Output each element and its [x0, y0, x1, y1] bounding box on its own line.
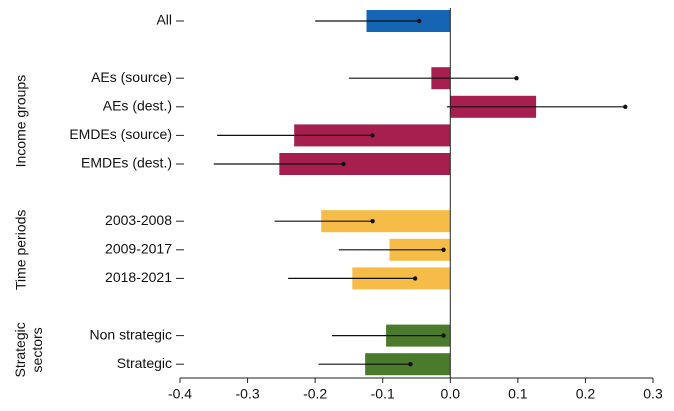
group-label: Income groups [13, 75, 29, 168]
point-estimate [408, 362, 413, 367]
x-tick-label: 0.2 [576, 386, 596, 402]
point-estimate [514, 76, 519, 81]
group-label: Time periods [13, 210, 29, 290]
x-tick-label: 0.0 [441, 386, 461, 402]
x-tick-label: 0.1 [508, 386, 528, 402]
x-tick-label: -0.4 [168, 386, 192, 402]
y-tick-label: EMDEs (dest.) [81, 155, 172, 171]
y-tick-label: AEs (source) [91, 69, 172, 85]
group-label: Strategic [12, 322, 28, 377]
bars [279, 10, 537, 376]
x-tick-label: -0.3 [236, 386, 260, 402]
point-estimate [412, 276, 418, 281]
bar [321, 210, 451, 233]
bar [279, 153, 451, 175]
group-label: sectors [29, 327, 45, 372]
y-tick-label: Non strategic [90, 326, 172, 342]
x-tick-label: -0.1 [371, 386, 395, 402]
y-tick-label: 2009-2017 [105, 241, 172, 257]
y-tick-label: Strategic [117, 355, 172, 371]
point-estimate [341, 161, 346, 167]
x-tick-label: 0.3 [643, 386, 663, 402]
y-tick-label: All [156, 12, 172, 28]
y-tick-label: 2003-2008 [105, 212, 172, 228]
point-estimate [370, 219, 375, 224]
point-estimate [441, 247, 446, 252]
y-tick-label: EMDEs (source) [69, 126, 172, 142]
point-estimate [623, 104, 628, 110]
point-estimate [370, 133, 375, 138]
y-tick-label: AEs (dest.) [103, 98, 172, 114]
x-tick-label: -0.2 [303, 386, 327, 402]
point-estimate [417, 18, 422, 24]
overlay [213, 8, 628, 378]
y-tick-label: 2018-2021 [105, 269, 172, 285]
point-estimate [441, 333, 446, 338]
